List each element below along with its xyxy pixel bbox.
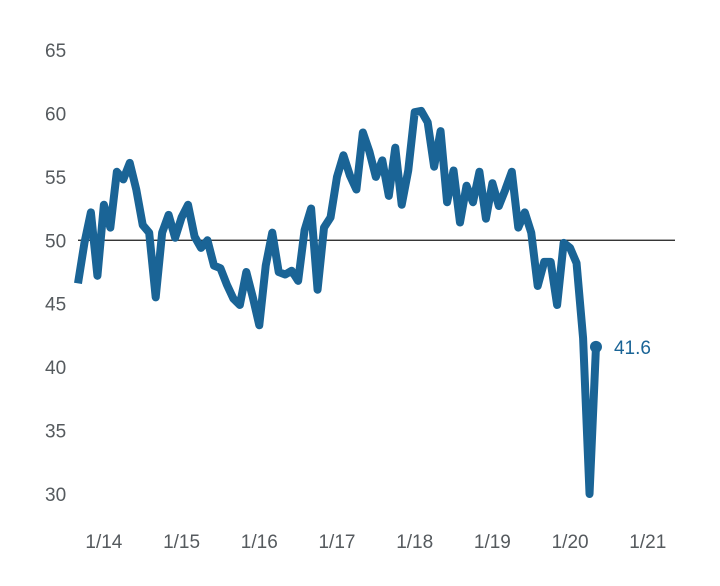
y-tick-label-30: 30: [45, 485, 66, 506]
y-tick-label-35: 35: [45, 422, 66, 443]
y-tick-label-40: 40: [45, 358, 66, 379]
x-tick-label-1-21: 1/21: [629, 532, 666, 553]
series-line-0: [74, 106, 600, 498]
y-tick-label-60: 60: [45, 104, 66, 125]
x-tick-label-1-14: 1/14: [85, 532, 122, 553]
series-end-marker-0: [589, 340, 602, 353]
x-tick-label-1-16: 1/16: [241, 532, 278, 553]
series-end-value-label-0: 41.6: [614, 338, 651, 359]
x-tick-label-1-15: 1/15: [163, 532, 200, 553]
x-tick-label-1-17: 1/17: [318, 532, 355, 553]
y-tick-label-65: 65: [45, 41, 66, 62]
x-axis-tick-labels: 1/14 1/15 1/16 1/17 1/18 1/19 1/20 1/21: [85, 532, 666, 553]
x-tick-label-1-19: 1/19: [474, 532, 511, 553]
y-axis-tick-labels: 30 35 40 45 50 55 60 65: [45, 41, 66, 506]
x-tick-label-1-18: 1/18: [396, 532, 433, 553]
series-layer: 41.6: [74, 106, 651, 498]
y-tick-label-45: 45: [45, 295, 66, 316]
y-tick-label-55: 55: [45, 168, 66, 189]
x-tick-label-1-20: 1/20: [552, 532, 589, 553]
y-tick-label-50: 50: [45, 231, 66, 252]
